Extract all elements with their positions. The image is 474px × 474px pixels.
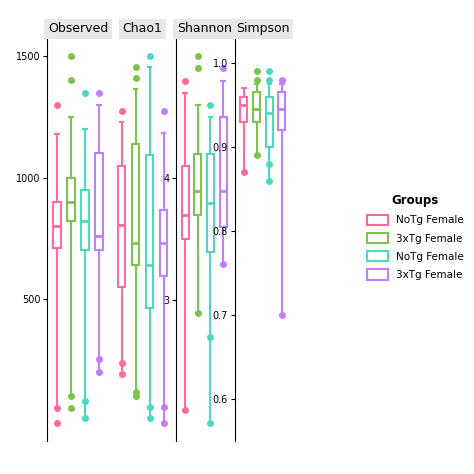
- PathPatch shape: [95, 153, 103, 250]
- Title: Simpson: Simpson: [236, 22, 290, 36]
- PathPatch shape: [266, 97, 273, 147]
- PathPatch shape: [160, 210, 167, 275]
- PathPatch shape: [279, 92, 285, 130]
- Legend: NoTg Female, 3xTg Female, NoTg Female, 3xTg Female: NoTg Female, 3xTg Female, NoTg Female, 3…: [362, 189, 469, 285]
- PathPatch shape: [146, 155, 154, 309]
- Title: Chao1: Chao1: [123, 22, 163, 36]
- PathPatch shape: [54, 202, 61, 248]
- PathPatch shape: [240, 97, 247, 122]
- PathPatch shape: [118, 166, 126, 286]
- PathPatch shape: [220, 117, 227, 227]
- Title: Shannon: Shannon: [177, 22, 232, 36]
- PathPatch shape: [207, 154, 214, 252]
- PathPatch shape: [253, 92, 260, 122]
- Title: Observed: Observed: [48, 22, 108, 36]
- PathPatch shape: [67, 178, 75, 221]
- PathPatch shape: [132, 144, 139, 264]
- PathPatch shape: [82, 190, 89, 250]
- PathPatch shape: [182, 166, 189, 239]
- PathPatch shape: [194, 154, 201, 215]
